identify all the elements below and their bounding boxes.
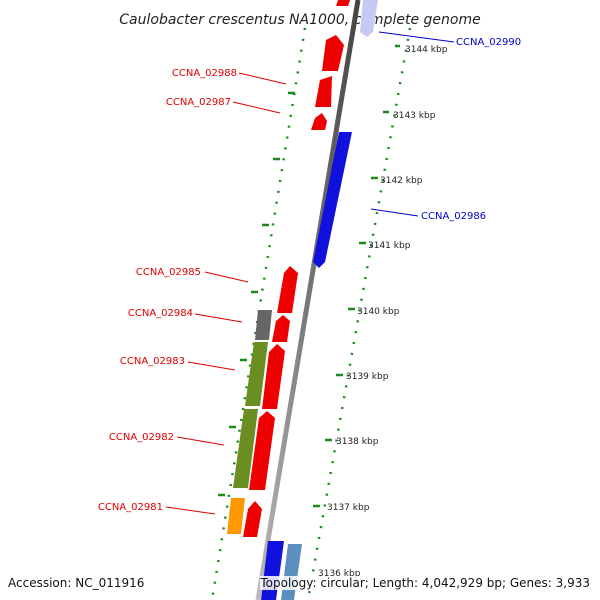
gene-red-small[interactable] xyxy=(311,113,327,130)
tick-label: 3137 kbp xyxy=(327,503,370,513)
major-tick-marks xyxy=(218,44,400,508)
gene-ccna-02987[interactable] xyxy=(315,76,332,107)
gene-label[interactable]: CCNA_02990 xyxy=(456,37,521,48)
tick-label: 3140 kbp xyxy=(357,307,400,317)
label-leader-lines xyxy=(165,31,455,515)
tick-label: 3142 kbp xyxy=(380,176,423,186)
gene-ccna-02988[interactable] xyxy=(322,35,344,71)
gene-red-bottom[interactable] xyxy=(243,501,262,537)
gene-olive-2[interactable] xyxy=(233,409,258,488)
gene-label[interactable]: CCNA_02985 xyxy=(136,267,201,278)
gene-label[interactable]: CCNA_02988 xyxy=(172,68,237,79)
tick-label: 3141 kbp xyxy=(368,241,411,251)
tick-label: 3139 kbp xyxy=(346,372,389,382)
outer-tick-ring xyxy=(306,27,412,600)
gene-steel-reverse[interactable] xyxy=(281,544,302,600)
gene-ccna-02984[interactable] xyxy=(272,315,290,342)
tick-label: 3138 kbp xyxy=(336,437,379,447)
gene-label[interactable]: CCNA_02984 xyxy=(128,308,193,319)
gene-label[interactable]: CCNA_02986 xyxy=(421,211,486,222)
tick-label: 3143 kbp xyxy=(393,111,436,121)
gene-label[interactable]: CCNA_02981 xyxy=(98,502,163,513)
tick-label: 3136 kbp xyxy=(318,569,361,579)
gene-ccna-02982[interactable] xyxy=(249,411,275,490)
accession-label: Accession: NC_011916 xyxy=(8,576,145,590)
gene-label[interactable]: CCNA_02982 xyxy=(109,432,174,443)
gene-ccna-02990[interactable] xyxy=(360,0,378,37)
gene-label[interactable]: CCNA_02987 xyxy=(166,97,231,108)
gene-ccna-02985[interactable] xyxy=(277,266,298,313)
gene-red-top[interactable] xyxy=(336,0,350,6)
gene-label[interactable]: CCNA_02983 xyxy=(120,356,185,367)
gene-ccna-02983[interactable] xyxy=(262,344,285,409)
genome-summary: Topology: circular; Length: 4,042,929 bp… xyxy=(260,576,590,590)
gene-ccna-02986[interactable] xyxy=(313,132,352,268)
map-title: Caulobacter crescentus NA1000, complete … xyxy=(119,12,480,28)
gene-orange[interactable] xyxy=(227,498,245,534)
gene-gray[interactable] xyxy=(255,310,272,340)
gene-olive-1[interactable] xyxy=(245,342,268,406)
genome-backbone xyxy=(255,0,361,600)
tick-label: 3144 kbp xyxy=(405,45,448,55)
